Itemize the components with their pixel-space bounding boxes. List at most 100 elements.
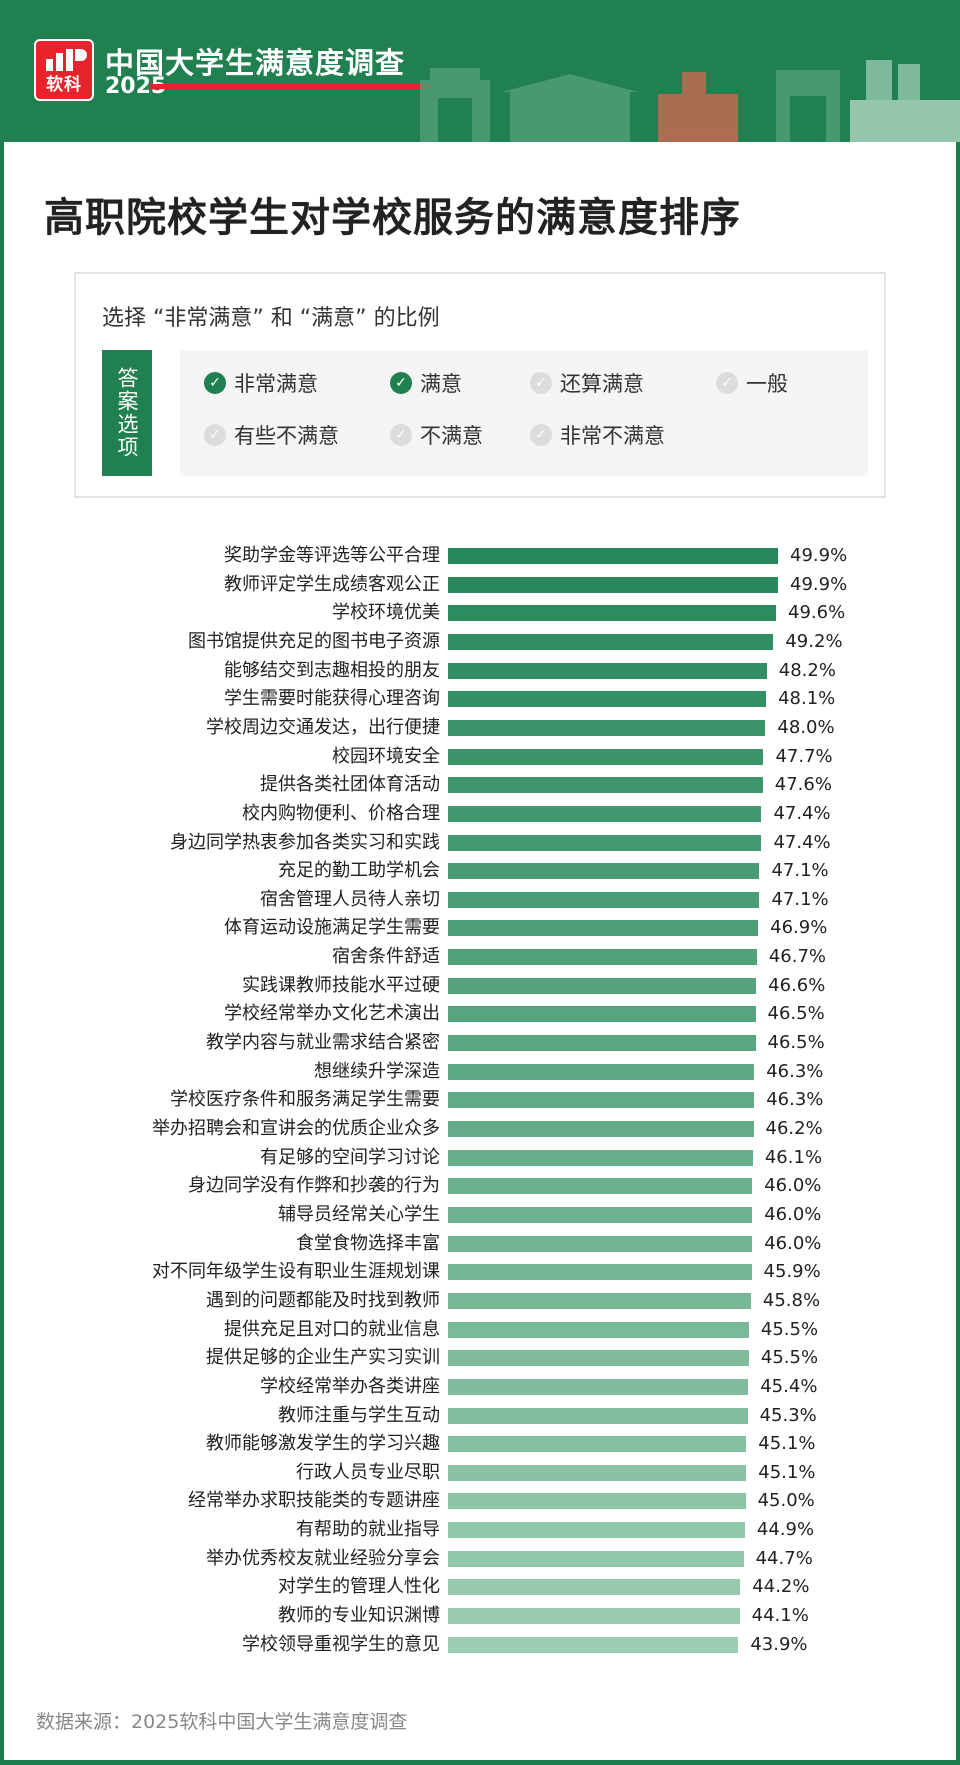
- value-label: 49.2%: [785, 630, 843, 652]
- value-label: 43.9%: [750, 1633, 808, 1655]
- value-label: 45.4%: [760, 1375, 818, 1397]
- chart-row: 提供充足且对口的就业信息 45.5%: [4, 1316, 956, 1344]
- chart-row: 教学内容与就业需求结合紧密 46.5%: [4, 1029, 956, 1057]
- chart-row: 对不同年级学生设有职业生涯规划课 45.9%: [4, 1258, 956, 1286]
- chart-row: 学校医疗条件和服务满足学生需要 46.3%: [4, 1086, 956, 1114]
- data-bar: [448, 834, 762, 851]
- category-label: 学校经常举办文化艺术演出: [224, 1003, 440, 1025]
- chart-row: 举办优秀校友就业经验分享会 44.7%: [4, 1545, 956, 1573]
- value-label: 46.1%: [764, 1146, 823, 1168]
- value-label: 46.7%: [768, 946, 827, 968]
- category-label: 有帮助的就业指导: [296, 1519, 440, 1541]
- category-label: 提供充足且对口的就业信息: [224, 1318, 440, 1340]
- value-label: 47.4%: [773, 802, 831, 824]
- category-label: 教师的专业知识渊博: [278, 1605, 440, 1627]
- chart-row: 奖助学金等评选等公平合理 49.9%: [4, 542, 956, 570]
- chart-row: 学校环境优美 49.6%: [4, 599, 956, 627]
- value-label: 45.1%: [758, 1433, 816, 1455]
- category-label: 学校环境优美: [332, 602, 440, 624]
- data-bar: [448, 1035, 756, 1052]
- data-bar: [448, 1436, 747, 1453]
- chart-row: 体育运动设施满足学生需要 46.9%: [4, 914, 956, 942]
- legend-option-label: 一般: [746, 372, 788, 396]
- legend-option: ✓ 一般: [716, 368, 788, 398]
- chart-row: 学校领导重视学生的意见 43.9%: [4, 1631, 956, 1659]
- legend-option: ✓ 不满意: [390, 420, 483, 450]
- chart-row: 教师评定学生成绩客观公正 49.9%: [4, 571, 956, 599]
- category-label: 对学生的管理人性化: [278, 1576, 440, 1598]
- chart-row: 校园环境安全 47.7%: [4, 743, 956, 771]
- legend-option: ✓ 满意: [390, 368, 462, 398]
- data-bar: [448, 1378, 749, 1395]
- legend-option-label: 还算满意: [560, 372, 644, 396]
- data-bar: [448, 1206, 753, 1223]
- chart-row: 遇到的问题都能及时找到教师 45.8%: [4, 1287, 956, 1315]
- category-label: 实践课教师技能水平过硬: [242, 974, 440, 996]
- category-label: 举办招聘会和宣讲会的优质企业众多: [152, 1118, 440, 1139]
- category-label: 身边同学热衷参加各类实习和实践: [170, 831, 440, 853]
- value-label: 44.2%: [752, 1576, 810, 1598]
- category-label: 校园环境安全: [332, 745, 440, 767]
- value-label: 45.0%: [757, 1490, 815, 1512]
- category-label: 辅导员经常关心学生: [278, 1203, 440, 1225]
- chart-row: 辅导员经常关心学生 46.0%: [4, 1201, 956, 1229]
- unchecked-circle-icon: ✓: [204, 424, 226, 446]
- chart-row: 教师的专业知识渊博 44.1%: [4, 1602, 956, 1630]
- chart-row: 举办招聘会和宣讲会的优质企业众多 46.2%: [4, 1115, 956, 1143]
- data-bar: [448, 1149, 753, 1166]
- legend-option: ✓ 还算满意: [530, 368, 644, 398]
- data-bar: [448, 1579, 741, 1596]
- data-bar: [448, 576, 778, 593]
- data-bar: [448, 777, 763, 794]
- value-label: 46.0%: [764, 1232, 822, 1254]
- data-bar: [448, 1407, 748, 1424]
- category-label: 经常举办求职技能类的专题讲座: [188, 1490, 440, 1512]
- value-label: 46.0%: [764, 1175, 822, 1197]
- data-bar: [448, 633, 774, 650]
- legend-option-label: 不满意: [420, 424, 483, 448]
- category-label: 遇到的问题都能及时找到教师: [206, 1289, 440, 1311]
- legend-subtitle: 选择 “非常满意” 和 “满意” 的比例: [102, 306, 440, 331]
- chart-row: 学校经常举办文化艺术演出 46.5%: [4, 1000, 956, 1028]
- category-label: 充足的勤工助学机会: [278, 860, 440, 882]
- category-label: 有足够的空间学习讨论: [260, 1146, 440, 1168]
- category-label: 教师注重与学生互动: [278, 1404, 440, 1426]
- header-banner: 软科 中国大学生满意度调查 2025: [0, 0, 960, 142]
- chart-row: 学校周边交通发达，出行便捷 48.0%: [4, 714, 956, 742]
- value-label: 44.1%: [751, 1605, 809, 1627]
- value-label: 46.0%: [764, 1203, 822, 1225]
- value-label: 46.9%: [770, 917, 828, 939]
- chart-row: 对学生的管理人性化 44.2%: [4, 1573, 956, 1601]
- chart-row: 食堂食物选择丰富 46.0%: [4, 1230, 956, 1258]
- category-label: 教师能够激发学生的学习兴趣: [206, 1433, 440, 1455]
- value-label: 47.1%: [771, 860, 829, 882]
- value-label: 48.1%: [778, 688, 836, 710]
- value-label: 44.7%: [755, 1547, 813, 1569]
- chart-row: 图书馆提供充足的图书电子资源 49.2%: [4, 628, 956, 656]
- category-label: 体育运动设施满足学生需要: [224, 917, 440, 939]
- value-label: 46.5%: [767, 1003, 825, 1025]
- chart-row: 教师注重与学生互动 45.3%: [4, 1402, 956, 1430]
- data-bar: [448, 1292, 751, 1309]
- legend-option-label: 非常不满意: [560, 424, 665, 448]
- chart-row: 有足够的空间学习讨论 46.1%: [4, 1144, 956, 1172]
- data-bar: [448, 691, 767, 708]
- chart-row: 能够结交到志趣相投的朋友 48.2%: [4, 657, 956, 685]
- content-card: 高职院校学生对学校服务的满意度排序 选择 “非常满意” 和 “满意” 的比例 答…: [4, 142, 956, 1760]
- data-bar: [448, 805, 762, 822]
- data-bar: [448, 863, 760, 880]
- value-label: 47.1%: [771, 888, 829, 910]
- data-bar: [448, 1121, 754, 1137]
- chart-row: 身边同学没有作弊和抄袭的行为 46.0%: [4, 1172, 956, 1200]
- logo-text: 软科: [46, 75, 82, 95]
- category-label: 能够结交到志趣相投的朋友: [224, 659, 440, 681]
- category-label: 学校周边交通发达，出行便捷: [206, 716, 440, 738]
- data-source-note: 数据来源：2025软科中国大学生满意度调查: [36, 1711, 408, 1733]
- value-label: 49.9%: [790, 573, 848, 595]
- category-label: 宿舍条件舒适: [332, 946, 440, 968]
- value-label: 47.7%: [775, 745, 833, 767]
- legend-option-label: 非常满意: [234, 372, 318, 396]
- value-label: 45.5%: [760, 1318, 819, 1340]
- data-bar: [448, 1550, 744, 1567]
- category-label: 食堂食物选择丰富: [296, 1232, 440, 1254]
